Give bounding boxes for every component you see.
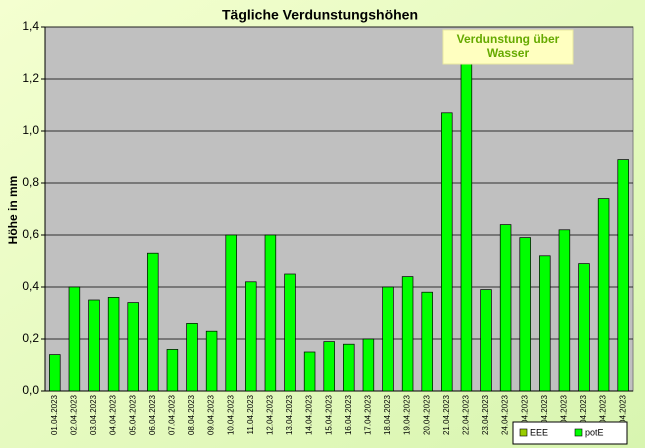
bar	[323, 341, 335, 392]
annotation-box	[442, 29, 574, 65]
x-tick-label: 09.04.2023	[207, 394, 216, 435]
x-tick-label: 23.04.2023	[481, 394, 490, 435]
x-tick-label: 24.04.2023	[501, 394, 510, 435]
bar	[421, 291, 433, 392]
x-tick-label: 01.04.2023	[50, 394, 59, 435]
bar	[127, 302, 139, 392]
annotation-line: Wasser	[487, 46, 530, 60]
x-tick-label: 27.04.2023	[560, 394, 569, 435]
y-tick-label: 0,8	[22, 175, 39, 189]
y-tick-label: 1,0	[22, 123, 39, 137]
y-axis-label: Höhe in mm	[6, 176, 20, 245]
x-tick-label: 04.04.2023	[109, 394, 118, 435]
y-tick-label: 1,4	[22, 19, 39, 33]
chart-title: Tägliche Verdunstungshöhen	[222, 7, 418, 23]
bar	[225, 234, 237, 392]
x-tick-label: 05.04.2023	[128, 394, 137, 435]
bar	[303, 351, 316, 392]
bar	[88, 299, 100, 392]
bar	[578, 263, 590, 392]
x-tick-label: 02.04.2023	[70, 394, 79, 435]
bar	[460, 60, 473, 392]
bar	[401, 276, 414, 392]
legend-label: potE	[585, 427, 604, 437]
legend-swatch	[519, 428, 528, 437]
bar	[107, 297, 120, 392]
y-tick-label: 0,0	[22, 383, 39, 397]
x-tick-label: 11.04.2023	[246, 394, 255, 434]
x-tick-label: 21.04.2023	[442, 394, 451, 435]
y-tick-label: 1,2	[22, 71, 39, 85]
bar	[166, 349, 179, 392]
bar	[499, 224, 512, 392]
x-tick-label: 14.04.2023	[305, 394, 314, 435]
plot-area	[44, 26, 634, 392]
x-tick-label: 16.04.2023	[344, 394, 353, 435]
y-tick-label: 0,4	[22, 279, 39, 293]
annotation: Verdunstung über Wasser	[457, 32, 560, 60]
x-tick-label: 22.04.2023	[462, 394, 471, 435]
bar	[49, 354, 61, 392]
x-tick-label: 20.04.2023	[422, 394, 431, 435]
legend-swatch	[574, 428, 583, 437]
x-tick-label: 26.04.2023	[540, 394, 549, 435]
bar	[558, 229, 571, 392]
bar	[597, 198, 610, 392]
x-tick-label: 08.04.2023	[187, 394, 196, 435]
bar	[382, 286, 394, 392]
x-tick-label: 30.04.2023	[618, 394, 627, 435]
x-tick-label: 29.04.2023	[599, 394, 608, 435]
y-tick-label: 0,6	[22, 227, 39, 241]
bar	[362, 338, 375, 392]
bar	[284, 273, 296, 392]
x-tick-label: 19.04.2023	[403, 394, 412, 435]
legend-box	[512, 421, 628, 445]
y-tick-label: 0,2	[22, 331, 39, 345]
bar	[147, 252, 159, 392]
x-tick-label: 18.04.2023	[383, 394, 392, 435]
x-tick-label: 03.04.2023	[89, 394, 98, 435]
x-tick-label: 15.04.2023	[324, 394, 333, 435]
bar	[441, 112, 453, 392]
bar	[68, 286, 81, 392]
x-tick-label: 28.04.2023	[579, 394, 588, 435]
bar	[480, 289, 492, 392]
x-tick-label: 06.04.2023	[148, 394, 157, 435]
bar	[186, 323, 198, 392]
bar	[343, 343, 355, 392]
bar	[519, 237, 531, 392]
bar	[539, 255, 551, 392]
x-tick-label: 13.04.2023	[285, 394, 294, 435]
annotation-line: Verdunstung über	[457, 32, 560, 46]
x-tick-label: 10.04.2023	[226, 394, 235, 435]
x-tick-label: 07.04.2023	[168, 394, 177, 435]
legend-label: EEE	[530, 427, 548, 437]
bar	[245, 281, 257, 392]
bar	[617, 159, 629, 392]
bar	[264, 234, 277, 392]
x-tick-label: 17.04.2023	[364, 394, 373, 435]
x-tick-label: 25.04.2023	[520, 394, 529, 435]
x-tick-label: 12.04.2023	[266, 394, 275, 435]
bar	[205, 330, 218, 392]
